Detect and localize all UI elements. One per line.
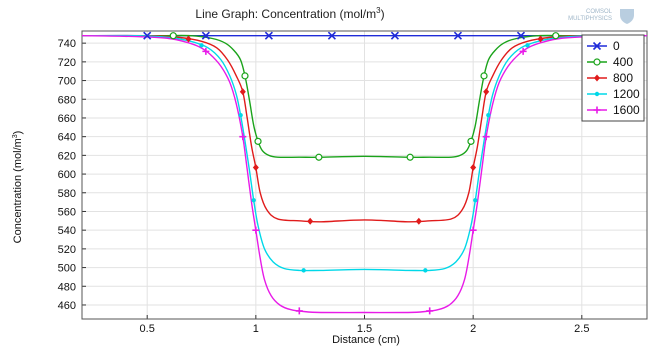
marker-400 bbox=[480, 72, 488, 80]
y-axis-label: Concentration (mol/m3) bbox=[12, 131, 24, 244]
y-tick-label: 640 bbox=[58, 132, 76, 144]
y-tick-label: 560 bbox=[58, 206, 76, 218]
legend-marker bbox=[593, 106, 601, 114]
chart-title: Line Graph: Concentration (mol/m3) bbox=[195, 6, 384, 21]
legend-label: 1600 bbox=[613, 103, 640, 117]
marker-1200 bbox=[473, 198, 478, 203]
marker-400 bbox=[315, 153, 323, 161]
marker-1200 bbox=[525, 43, 530, 48]
marker-400 bbox=[552, 32, 560, 40]
series-line-1200 bbox=[81, 34, 648, 272]
marker-400 bbox=[254, 137, 262, 145]
legend-label: 400 bbox=[613, 55, 633, 69]
x-tick-label: 2.5 bbox=[574, 323, 589, 335]
marker-400 bbox=[406, 153, 414, 161]
marker-1600 bbox=[426, 307, 434, 315]
comsol-logo: COMSOL MULTIPHYSICS bbox=[568, 9, 634, 24]
marker-800 bbox=[307, 217, 314, 225]
marker-1200 bbox=[238, 112, 243, 118]
y-tick-label: 620 bbox=[58, 150, 76, 162]
y-tick-label: 700 bbox=[58, 76, 76, 88]
y-tick-label: 660 bbox=[58, 113, 76, 125]
marker-0 bbox=[201, 31, 210, 40]
marker-1600 bbox=[239, 133, 247, 141]
marker-1200 bbox=[301, 268, 306, 273]
logo-line-2: MULTIPHYSICS bbox=[568, 16, 612, 22]
marker-0 bbox=[516, 31, 526, 40]
y-tick-label: 720 bbox=[58, 57, 76, 69]
marker-800 bbox=[415, 217, 422, 225]
marker-0 bbox=[453, 31, 463, 40]
marker-800 bbox=[185, 35, 192, 43]
marker-0 bbox=[390, 31, 399, 40]
marker-800 bbox=[239, 88, 246, 96]
marker-400 bbox=[169, 32, 177, 40]
marker-800 bbox=[483, 88, 490, 96]
x-tick-label: 1.5 bbox=[357, 323, 372, 335]
series-line-400 bbox=[82, 34, 647, 159]
legend-marker bbox=[594, 91, 600, 97]
legend: 0 400 800 1200 1600 bbox=[581, 34, 645, 122]
marker-0 bbox=[264, 31, 273, 40]
logo-line-1: COMSOL bbox=[586, 9, 613, 15]
legend-marker bbox=[592, 41, 602, 51]
legend-item-400: 400 bbox=[587, 55, 633, 69]
legend-item-1600: 1600 bbox=[587, 103, 640, 117]
series-line-800 bbox=[81, 34, 648, 223]
plot-frame bbox=[81, 30, 648, 320]
y-tick-label: 540 bbox=[58, 225, 76, 237]
marker-1200 bbox=[486, 112, 491, 118]
marker-1600 bbox=[469, 226, 477, 234]
y-tick-label: 680 bbox=[58, 94, 76, 106]
x-tick-label: 1 bbox=[253, 323, 259, 335]
legend-label: 0 bbox=[613, 39, 620, 53]
marker-1200 bbox=[199, 43, 204, 48]
legend-marker bbox=[594, 74, 600, 82]
marker-400 bbox=[241, 72, 249, 80]
marker-1600 bbox=[252, 226, 260, 234]
x-axis-label: Distance (cm) bbox=[332, 334, 400, 346]
y-tick-label: 480 bbox=[58, 281, 76, 293]
y-tick-label: 740 bbox=[58, 38, 76, 50]
legend-item-1200: 1200 bbox=[587, 87, 640, 101]
legend-item-800: 800 bbox=[587, 71, 633, 85]
marker-0 bbox=[327, 31, 336, 40]
series-lines bbox=[81, 34, 648, 314]
y-tick-label: 580 bbox=[58, 188, 76, 200]
legend-label: 1200 bbox=[613, 87, 640, 101]
x-tick-label: 2 bbox=[470, 323, 476, 335]
marker-1600 bbox=[519, 47, 527, 55]
legend-item-0: 0 bbox=[587, 39, 620, 53]
x-tick-label: 0.5 bbox=[140, 323, 155, 335]
marker-800 bbox=[537, 35, 544, 43]
marker-1200 bbox=[251, 198, 256, 203]
y-tick-label: 500 bbox=[58, 263, 76, 275]
marker-800 bbox=[470, 164, 477, 172]
marker-800 bbox=[252, 164, 259, 172]
series-markers bbox=[143, 31, 560, 315]
legend-label: 800 bbox=[613, 71, 633, 85]
marker-1600 bbox=[295, 307, 303, 315]
grid bbox=[82, 31, 647, 319]
marker-1600 bbox=[482, 133, 490, 141]
marker-400 bbox=[467, 137, 475, 145]
marker-1200 bbox=[423, 268, 428, 273]
y-tick-label: 460 bbox=[58, 300, 76, 312]
y-tick-label: 600 bbox=[58, 169, 76, 181]
y-tick-label: 520 bbox=[58, 244, 76, 256]
marker-1600 bbox=[202, 47, 210, 55]
marker-0 bbox=[143, 31, 152, 40]
legend-marker bbox=[593, 58, 601, 66]
series-line-1600 bbox=[81, 35, 648, 314]
axes: 460 480 500 520 540 560 580 600 620 640 660 680 700 7… bbox=[58, 30, 648, 335]
logo-shield-icon bbox=[620, 9, 634, 24]
